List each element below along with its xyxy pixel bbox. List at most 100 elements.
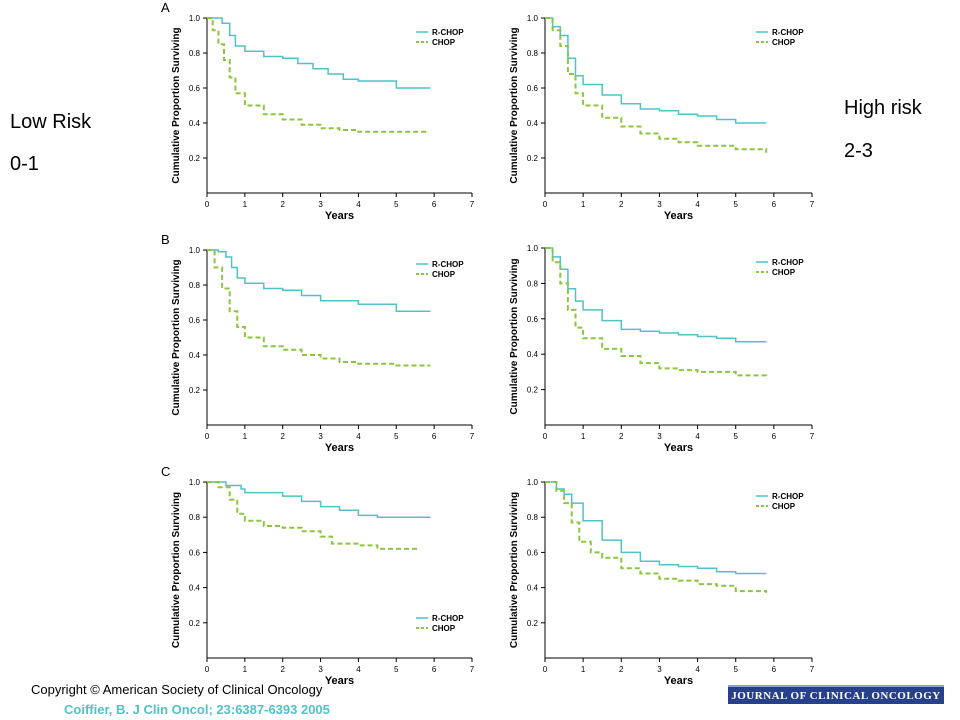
x-tick-label: 2 — [280, 432, 285, 441]
y-tick-label: 0.8 — [527, 513, 539, 522]
x-tick-label: 1 — [243, 432, 248, 441]
y-axis-label: Cumulative Proportion Surviving — [509, 258, 520, 414]
x-tick-label: 4 — [356, 665, 361, 674]
x-tick-label: 6 — [772, 665, 777, 674]
series-chop-line — [545, 481, 768, 593]
y-tick-label: 0.2 — [527, 386, 539, 395]
panel-letter: B — [161, 232, 170, 247]
y-tick-label: 0.4 — [189, 351, 201, 360]
series-chop-line — [545, 247, 768, 379]
legend-label-r-chop: R-CHOP — [772, 258, 804, 267]
legend-label-chop: CHOP — [432, 624, 456, 633]
x-tick-label: 6 — [432, 665, 437, 674]
y-tick-label: 0.4 — [189, 119, 201, 128]
x-axis-label: Years — [664, 675, 693, 687]
x-tick-label: 5 — [733, 200, 738, 209]
y-tick-label: 1.0 — [527, 14, 539, 23]
high-risk-title: High risk — [844, 97, 922, 119]
low-risk-title: Low Risk — [10, 111, 92, 133]
x-tick-label: 5 — [394, 665, 399, 674]
y-tick-label: 0.8 — [189, 281, 201, 290]
y-tick-label: 0.4 — [189, 584, 201, 593]
x-tick-label: 1 — [581, 432, 586, 441]
x-tick-label: 7 — [470, 432, 475, 441]
x-tick-label: 6 — [772, 200, 777, 209]
x-tick-label: 0 — [543, 200, 548, 209]
x-tick-label: 5 — [394, 432, 399, 441]
x-axis-label: Years — [664, 442, 693, 454]
legend-label-chop: CHOP — [772, 502, 796, 511]
x-tick-label: 4 — [356, 432, 361, 441]
x-tick-label: 4 — [695, 665, 700, 674]
x-tick-label: 2 — [619, 200, 624, 209]
y-axis-label: Cumulative Proportion Surviving — [171, 27, 182, 183]
km-panel-5: C 0.2 0.4 0.6 0.8 1.0 0 1 2 3 4 5 6 7 Years Cumulative … — [161, 464, 475, 687]
series-r-chop-line — [207, 481, 431, 518]
km-panel-3: B 0.2 0.4 0.6 0.8 1.0 0 1 2 3 4 5 6 7 Years Cumulative … — [161, 232, 475, 454]
x-tick-label: 2 — [280, 200, 285, 209]
x-tick-label: 7 — [810, 665, 815, 674]
y-tick-label: 0.4 — [527, 584, 539, 593]
series-r-chop-line — [545, 17, 767, 124]
y-tick-label: 1.0 — [189, 14, 201, 23]
x-tick-label: 5 — [394, 200, 399, 209]
legend-label-chop: CHOP — [432, 38, 456, 47]
x-axis-label: Years — [325, 675, 354, 687]
y-tick-label: 0.4 — [527, 119, 539, 128]
y-tick-label: 0.6 — [189, 316, 201, 325]
x-tick-label: 6 — [432, 432, 437, 441]
series-chop-line — [207, 481, 419, 550]
panel-letter: A — [161, 0, 170, 15]
y-tick-label: 1.0 — [189, 478, 201, 487]
x-tick-label: 7 — [810, 432, 815, 441]
y-tick-label: 1.0 — [527, 478, 539, 487]
km-panel-4: 0.2 0.4 0.6 0.8 1.0 0 1 2 3 4 5 6 7 Years Cumulative P… — [509, 244, 815, 454]
legend-label-chop: CHOP — [432, 270, 456, 279]
x-tick-label: 1 — [243, 200, 248, 209]
y-tick-label: 0.4 — [527, 350, 539, 359]
x-axis-label: Years — [325, 210, 354, 222]
x-tick-label: 5 — [733, 432, 738, 441]
legend-label-r-chop: R-CHOP — [432, 28, 464, 37]
x-tick-label: 3 — [657, 665, 662, 674]
y-tick-label: 0.2 — [527, 154, 539, 163]
y-tick-label: 0.8 — [189, 49, 201, 58]
y-tick-label: 0.6 — [527, 315, 539, 324]
x-tick-label: 4 — [695, 432, 700, 441]
x-tick-label: 1 — [243, 665, 248, 674]
y-tick-label: 0.6 — [527, 548, 539, 557]
x-tick-label: 3 — [657, 432, 662, 441]
x-tick-label: 3 — [318, 200, 323, 209]
y-tick-label: 0.2 — [189, 154, 201, 163]
legend-label-r-chop: R-CHOP — [432, 614, 464, 623]
x-tick-label: 1 — [581, 665, 586, 674]
x-tick-label: 1 — [581, 200, 586, 209]
km-panel-6: 0.2 0.4 0.6 0.8 1.0 0 1 2 3 4 5 6 7 Years Cumulative P… — [509, 478, 815, 687]
y-tick-label: 0.8 — [527, 279, 539, 288]
x-tick-label: 0 — [205, 200, 210, 209]
x-tick-label: 2 — [280, 665, 285, 674]
series-r-chop-line — [545, 481, 767, 575]
y-tick-label: 0.6 — [189, 84, 201, 93]
series-chop-line — [207, 249, 431, 367]
x-tick-label: 3 — [318, 432, 323, 441]
legend-label-r-chop: R-CHOP — [432, 260, 464, 269]
y-tick-label: 1.0 — [189, 246, 201, 255]
journal-banner: JOURNAL OF CLINICAL ONCOLOGY — [728, 685, 944, 704]
x-tick-label: 4 — [356, 200, 361, 209]
x-tick-label: 2 — [619, 665, 624, 674]
copyright-text: Copyright © American Society of Clinical… — [31, 682, 323, 697]
y-tick-label: 0.2 — [527, 619, 539, 628]
series-chop-line — [545, 17, 768, 153]
x-tick-label: 7 — [810, 200, 815, 209]
series-r-chop-line — [545, 247, 767, 343]
y-tick-label: 1.0 — [527, 244, 539, 253]
y-tick-label: 0.8 — [189, 513, 201, 522]
x-tick-label: 6 — [432, 200, 437, 209]
panel-letter: C — [161, 464, 170, 479]
x-tick-label: 0 — [205, 665, 210, 674]
y-axis-label: Cumulative Proportion Surviving — [509, 492, 520, 648]
legend-label-chop: CHOP — [772, 268, 796, 277]
km-panel-1: A 0.2 0.4 0.6 0.8 1.0 0 1 2 3 4 5 6 7 Years Cumulative … — [161, 0, 475, 222]
